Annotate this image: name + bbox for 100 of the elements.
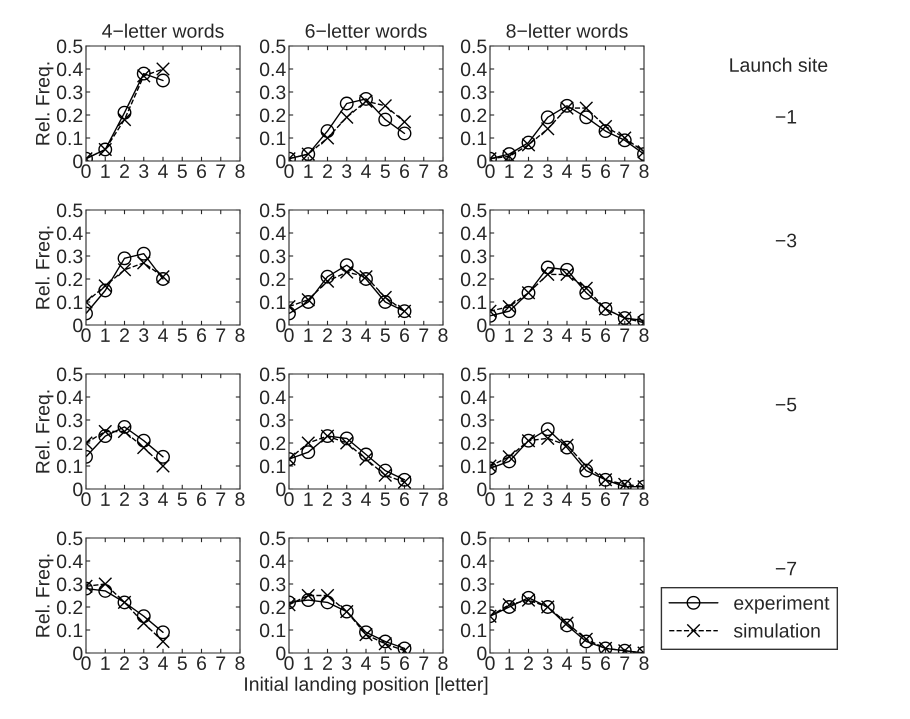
- point: [156, 270, 170, 284]
- point: [502, 600, 516, 614]
- point: [320, 124, 334, 138]
- x-tick-label: 5: [380, 328, 390, 342]
- x-tick-label: 1: [505, 328, 514, 342]
- point: [560, 262, 574, 277]
- point: [378, 295, 392, 309]
- y-tick-label: 0.4: [56, 62, 83, 76]
- point: [359, 270, 373, 284]
- x-tick-label: 6: [601, 656, 610, 670]
- y-tick-label: 0.2: [260, 600, 286, 614]
- x-tick-label: 3: [342, 656, 352, 670]
- x-tick-label: 1: [505, 164, 514, 178]
- point: [136, 256, 151, 270]
- x-tick-label: 7: [216, 492, 226, 506]
- point: [156, 272, 170, 286]
- y-tick-label: 0.5: [56, 367, 82, 382]
- point: [398, 475, 412, 489]
- point: [502, 300, 516, 314]
- point: [98, 424, 112, 438]
- x-tick-label: 5: [582, 164, 591, 178]
- x-tick-label: 3: [543, 492, 552, 506]
- point: [156, 450, 170, 464]
- y-tick-label: 0.2: [56, 272, 82, 286]
- x-tick-label: 7: [216, 656, 226, 670]
- x-tick-label: 6: [197, 492, 206, 506]
- y-tick-label: 0: [477, 482, 486, 496]
- point: [301, 436, 316, 450]
- y-tick-label: 0.4: [260, 390, 286, 404]
- point: [579, 459, 594, 473]
- x-tick-label: 6: [197, 328, 206, 342]
- point: [359, 272, 373, 286]
- point: [540, 422, 555, 436]
- point: [560, 440, 574, 455]
- point: [340, 436, 354, 450]
- point: [540, 267, 555, 282]
- y-tick-label: 0.4: [460, 226, 487, 240]
- x-tick-label: 1: [101, 492, 110, 506]
- point: [156, 625, 170, 640]
- x-tick-label: 6: [400, 164, 410, 178]
- point: [320, 595, 334, 610]
- x-tick-label: 8: [235, 328, 245, 342]
- x-tick-label: 4: [158, 328, 168, 342]
- y-axis-title: Rel. Freq.: [35, 554, 54, 637]
- y-tick-label: 0.4: [260, 62, 286, 76]
- x-tick-label: 7: [216, 164, 226, 178]
- point: [522, 593, 536, 608]
- x-tick-label: 1: [304, 164, 313, 178]
- point: [598, 124, 612, 138]
- point: [98, 584, 112, 598]
- x-tick-label: 3: [342, 164, 352, 178]
- point: [340, 258, 354, 272]
- point: [579, 281, 594, 296]
- y-tick-label: 0.5: [56, 531, 82, 546]
- x-tick-label: 1: [304, 492, 313, 506]
- point: [320, 131, 334, 145]
- point: [378, 636, 392, 651]
- y-tick-label: 0.5: [56, 39, 82, 54]
- chart-title: 8−letter words: [506, 24, 628, 38]
- point: [359, 448, 373, 462]
- x-tick-label: 7: [620, 492, 630, 506]
- y-tick-label: 0.1: [460, 131, 486, 146]
- y-tick-label: 0.3: [260, 413, 286, 428]
- x-tick-label: 4: [361, 656, 371, 670]
- text: −3: [776, 234, 796, 248]
- y-tick-label: 0.4: [460, 62, 487, 76]
- y-tick-label: 0.3: [260, 85, 286, 100]
- y-tick-label: 0.5: [56, 203, 82, 218]
- x-tick-label: 8: [639, 656, 649, 670]
- y-tick-label: 0: [73, 646, 82, 660]
- x-tick-label: 8: [639, 328, 649, 342]
- x-tick-label: 8: [438, 164, 448, 178]
- point: [540, 122, 555, 136]
- y-axis-title: Rel. Freq.: [35, 226, 54, 309]
- y-tick-label: 0.4: [460, 390, 487, 404]
- point: [618, 477, 632, 489]
- point: [359, 92, 373, 106]
- y-tick-label: 0.1: [56, 131, 82, 146]
- point: [156, 74, 170, 88]
- point: [98, 577, 112, 591]
- y-axis-title: Rel. Freq.: [35, 390, 54, 473]
- x-tick-label: 2: [323, 328, 332, 342]
- y-tick-label: 0.4: [460, 554, 487, 568]
- text: −5: [776, 398, 796, 412]
- x-tick-label: 2: [120, 492, 129, 506]
- x-axis-title: Initial landing position [letter]: [245, 676, 488, 695]
- y-tick-label: 0.2: [260, 108, 286, 122]
- y-tick-label: 0.1: [460, 459, 486, 474]
- x-tick-label: 2: [323, 164, 332, 178]
- point: [502, 598, 516, 612]
- point: [618, 133, 632, 148]
- text: Launch site: [730, 58, 828, 72]
- point: [579, 110, 594, 124]
- point: [540, 431, 555, 446]
- point: [359, 628, 373, 642]
- x-tick-label: 3: [342, 492, 352, 506]
- x-tick-label: 8: [235, 492, 245, 506]
- x-tick-label: 4: [361, 164, 371, 178]
- x-tick-label: 7: [620, 164, 630, 178]
- legend-label: experiment: [734, 596, 830, 614]
